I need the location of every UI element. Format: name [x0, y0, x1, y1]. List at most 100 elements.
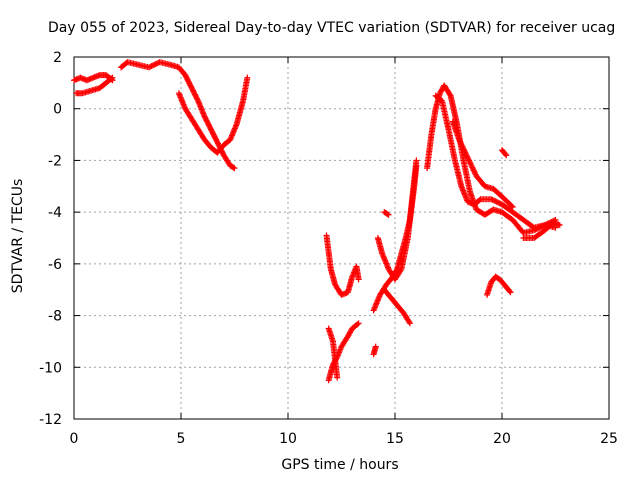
data-point — [464, 153, 471, 160]
data-point — [334, 374, 341, 381]
data-point — [459, 143, 466, 150]
data-point — [406, 320, 413, 327]
series-arc14 — [449, 118, 516, 210]
y-tick-label: -6 — [48, 257, 62, 273]
data-point — [458, 140, 465, 147]
data-point — [470, 167, 477, 174]
data-point — [509, 203, 516, 210]
data-point — [149, 62, 156, 69]
data-point — [490, 197, 497, 204]
data-point — [462, 149, 469, 156]
data-point — [493, 198, 500, 205]
data-point — [462, 150, 469, 157]
data-point — [355, 276, 362, 283]
series-arc16 — [499, 147, 510, 159]
data-point — [231, 165, 238, 172]
data-point — [494, 199, 501, 206]
data-point — [506, 288, 513, 295]
series-arc4 — [323, 232, 362, 298]
data-point — [244, 74, 251, 81]
series-arc11 — [370, 343, 379, 358]
data-point — [503, 152, 510, 159]
y-tick-label: -10 — [39, 360, 62, 376]
series-arc3 — [175, 74, 251, 156]
series-arc1b — [73, 74, 116, 97]
data-point — [467, 160, 474, 167]
data-marks — [71, 59, 563, 384]
series-arc15 — [484, 273, 514, 298]
grid — [74, 57, 609, 419]
axis-ticks: 0 5 10 15 20 25 -12 -10 -8 -6 -4 -2 0 2 — [39, 50, 618, 447]
y-tick-label: -8 — [48, 309, 62, 325]
data-point — [456, 136, 463, 143]
y-tick-label: 2 — [53, 50, 62, 66]
data-point — [355, 320, 362, 327]
data-point — [465, 156, 472, 163]
data-point — [354, 321, 361, 328]
x-tick-label: 10 — [279, 431, 297, 447]
data-point — [147, 63, 154, 70]
data-point — [469, 164, 476, 171]
data-point — [460, 146, 467, 153]
series-arc6 — [325, 325, 341, 381]
chart-title: Day 055 of 2023, Sidereal Day-to-day VTE… — [48, 20, 616, 36]
plot-frame — [73, 56, 610, 420]
data-point — [109, 74, 116, 81]
data-point — [556, 222, 563, 229]
data-point — [463, 152, 470, 159]
data-point — [413, 157, 420, 164]
data-point — [108, 75, 115, 82]
y-tick-label: 0 — [53, 102, 62, 118]
x-tick-label: 20 — [493, 431, 511, 447]
data-point — [508, 202, 515, 209]
data-point — [470, 165, 477, 172]
data-point — [456, 138, 463, 145]
data-point — [468, 163, 475, 170]
y-tick-label: -12 — [39, 412, 62, 428]
data-point — [488, 196, 495, 203]
data-point — [384, 211, 391, 218]
data-point — [406, 319, 413, 326]
x-tick-label: 25 — [600, 431, 618, 447]
data-point — [148, 63, 155, 70]
data-point — [458, 142, 465, 149]
data-point — [489, 196, 496, 203]
data-point — [466, 157, 473, 164]
x-tick-label: 0 — [70, 431, 79, 447]
data-point — [372, 343, 379, 350]
x-tick-label: 5 — [177, 431, 186, 447]
data-point — [145, 64, 152, 71]
y-tick-label: -4 — [48, 205, 62, 221]
series-arc9 — [381, 209, 392, 218]
data-point — [153, 60, 160, 67]
data-point — [460, 145, 467, 152]
data-point — [152, 61, 159, 68]
data-point — [496, 200, 503, 207]
data-point — [492, 198, 499, 205]
y-tick-label: -2 — [48, 153, 62, 169]
data-point — [385, 211, 392, 218]
series-arc10 — [381, 286, 413, 327]
data-point — [457, 139, 464, 146]
data-point — [464, 154, 471, 161]
data-point — [471, 168, 478, 175]
data-point — [472, 170, 479, 177]
series-arc17 — [520, 219, 563, 241]
data-point — [502, 151, 509, 158]
x-axis-label: GPS time / hours — [281, 457, 399, 473]
data-point — [397, 267, 404, 274]
data-point — [230, 164, 237, 171]
data-point — [194, 96, 201, 103]
series-arc13 — [432, 92, 559, 231]
series-arc8 — [374, 157, 420, 283]
series-arc2 — [118, 59, 238, 172]
data-point — [541, 222, 548, 229]
data-point — [446, 91, 453, 98]
data-point — [461, 147, 468, 154]
data-point — [507, 289, 514, 296]
data-point — [151, 61, 158, 68]
data-point — [468, 161, 475, 168]
axes-box — [73, 56, 610, 420]
x-tick-label: 15 — [386, 431, 404, 447]
